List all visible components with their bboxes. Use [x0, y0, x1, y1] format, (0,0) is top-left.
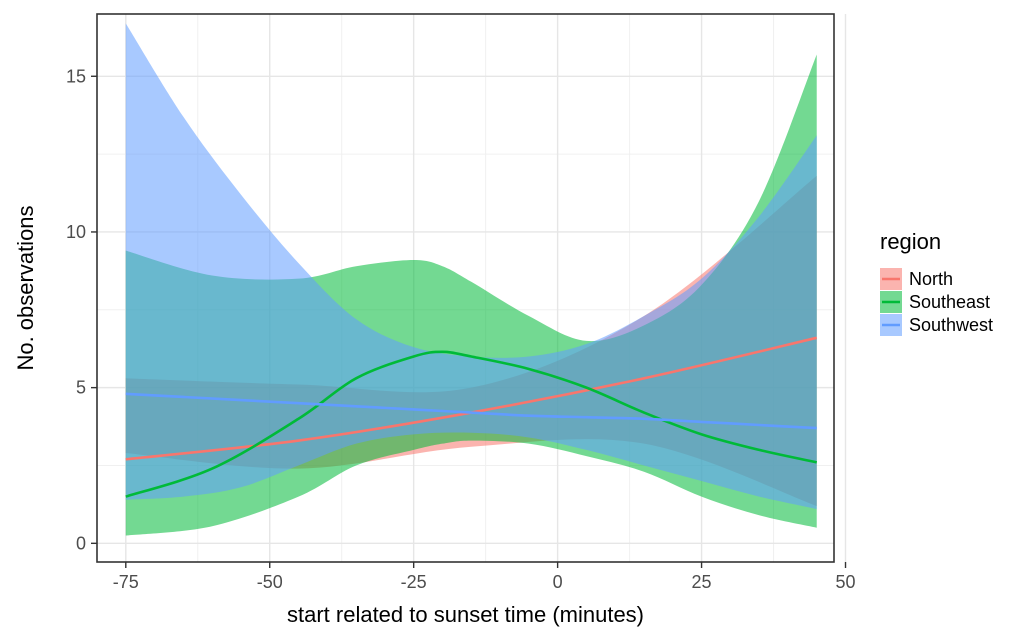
x-tick-label: -75	[113, 572, 139, 592]
axes: -75 -50 -25 0 25 50 0 5 10 15	[66, 13, 856, 592]
y-tick-label: 5	[76, 378, 86, 398]
plot-area	[97, 14, 847, 562]
x-tick-label: -50	[257, 572, 283, 592]
y-axis-title: No. observations	[13, 205, 38, 370]
legend: region North Southeast Southwest	[880, 229, 993, 336]
x-tick-label: 50	[836, 572, 856, 592]
legend-title: region	[880, 229, 941, 254]
y-tick-label: 10	[66, 222, 86, 242]
y-tick-label: 15	[66, 66, 86, 86]
x-tick-label: 25	[692, 572, 712, 592]
legend-label-southwest: Southwest	[909, 315, 993, 335]
x-tick-label: 0	[553, 572, 563, 592]
line-southeast	[125, 350, 818, 498]
ribbon-southwest	[125, 23, 817, 510]
line-southwest	[125, 392, 817, 430]
legend-label-north: North	[909, 269, 953, 289]
panel-border	[96, 13, 835, 563]
x-tick-label: -25	[401, 572, 427, 592]
legend-label-southeast: Southeast	[909, 292, 990, 312]
x-axis-title: start related to sunset time (minutes)	[287, 602, 644, 627]
y-tick-label: 0	[76, 533, 86, 553]
